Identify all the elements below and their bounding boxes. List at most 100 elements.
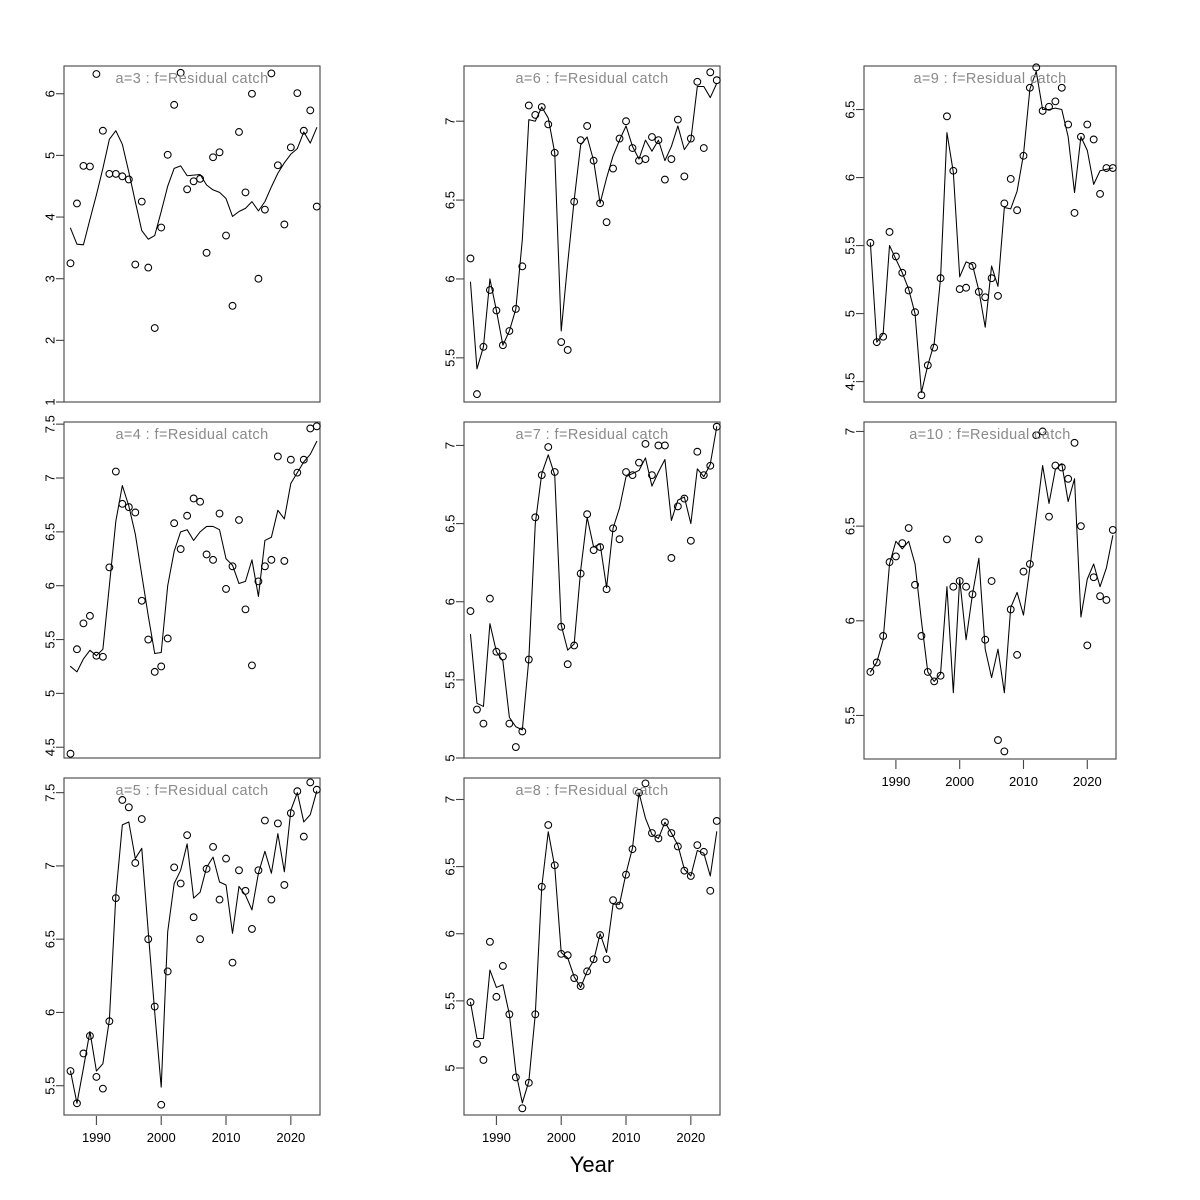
y-tick-label: 3: [43, 275, 58, 282]
y-tick-label: 5.5: [843, 237, 858, 255]
panel-title: a=4 : f=Residual catch: [115, 427, 268, 443]
data-point: [466, 254, 475, 263]
data-point: [505, 719, 514, 728]
data-point: [85, 611, 94, 620]
data-point: [1096, 592, 1104, 601]
data-point: [628, 144, 637, 152]
data-point: [189, 494, 198, 503]
data-point: [706, 886, 715, 895]
data-point: [923, 361, 932, 370]
y-tick-label: 6.5: [443, 858, 458, 876]
data-point: [904, 286, 913, 295]
data-point: [712, 76, 721, 85]
data-point: [280, 881, 289, 889]
x-tick-label: 2000: [147, 1130, 176, 1145]
data-point: [680, 866, 689, 875]
panel-title: a=6 : f=Residual catch: [515, 71, 668, 87]
data-point: [1070, 208, 1079, 217]
data-point: [609, 164, 617, 173]
data-point: [648, 471, 656, 480]
y-tick-label: 6.5: [43, 523, 58, 541]
data-point: [137, 815, 146, 823]
data-point: [641, 439, 650, 448]
data-point: [215, 148, 224, 157]
y-tick-label: 7.5: [43, 415, 58, 433]
data-point: [686, 872, 695, 880]
data-point: [241, 886, 250, 895]
data-point: [673, 842, 682, 851]
y-tick-label: 6: [443, 598, 458, 605]
data-point: [73, 199, 81, 208]
y-tick-label: 6.5: [843, 517, 858, 535]
data-point: [228, 958, 237, 967]
data-point: [987, 274, 996, 283]
y-tick-label: 7.5: [43, 784, 58, 802]
data-point: [228, 301, 237, 310]
data-point: [280, 556, 289, 565]
fitted-line: [69, 790, 318, 1104]
data-point: [150, 667, 159, 676]
data-point: [544, 821, 553, 829]
data-point: [1102, 596, 1111, 604]
observed-points: [66, 422, 321, 758]
y-tick-label: 7: [43, 862, 58, 869]
data-point: [615, 134, 624, 143]
data-point: [131, 260, 140, 269]
plot-frame: [863, 65, 1117, 403]
observed-points: [466, 779, 721, 1113]
data-point: [222, 854, 230, 863]
data-point: [485, 286, 494, 294]
panel-title: a=7 : f=Residual catch: [515, 427, 668, 443]
data-point: [498, 652, 507, 661]
data-point: [267, 895, 276, 904]
data-point: [170, 100, 179, 109]
data-point: [891, 552, 900, 561]
plot-frame: [63, 777, 321, 1116]
data-point: [131, 508, 140, 517]
data-point: [872, 658, 881, 667]
data-point: [537, 103, 546, 111]
data-point: [267, 555, 276, 564]
x-tick-label: 2020: [276, 1130, 305, 1145]
data-point: [150, 324, 159, 332]
y-tick-label: 7: [843, 428, 858, 435]
data-point: [511, 1073, 520, 1082]
x-tick-label: 2010: [212, 1130, 241, 1145]
data-point: [137, 596, 146, 605]
data-point: [235, 866, 243, 875]
data-point: [73, 1099, 81, 1108]
data-point: [680, 172, 689, 181]
data-point: [118, 796, 127, 804]
data-point: [144, 263, 153, 272]
data-point: [260, 816, 269, 825]
data-point: [1096, 189, 1104, 198]
data-point: [254, 274, 263, 283]
y-tick-label: 5.5: [443, 349, 458, 367]
data-point: [202, 248, 211, 257]
data-point: [583, 510, 592, 519]
data-point: [131, 859, 140, 867]
data-point: [693, 447, 702, 456]
data-point: [943, 535, 951, 544]
data-point: [248, 89, 256, 98]
data-point: [137, 197, 146, 206]
data-point: [1108, 525, 1117, 534]
data-point: [949, 582, 958, 591]
data-point: [885, 228, 894, 236]
data-point: [699, 471, 708, 480]
data-point: [974, 535, 983, 544]
data-point: [686, 134, 695, 143]
data-point: [641, 155, 650, 163]
panel-title: a=9 : f=Residual catch: [913, 71, 1066, 87]
data-point: [273, 452, 282, 461]
y-tick-label: 6: [443, 275, 458, 282]
panel-a7: 5 5.5 6 6.5 7 a=7 : f=Residual catch: [418, 418, 724, 762]
data-point: [163, 967, 172, 976]
panel-title: a=8 : f=Residual catch: [515, 783, 668, 799]
data-point: [1076, 522, 1085, 531]
y-tick-label: 5.5: [43, 1077, 58, 1095]
data-point: [466, 998, 475, 1007]
data-point: [583, 967, 592, 976]
y-tick-label: 1: [43, 398, 58, 405]
data-point: [79, 161, 88, 170]
